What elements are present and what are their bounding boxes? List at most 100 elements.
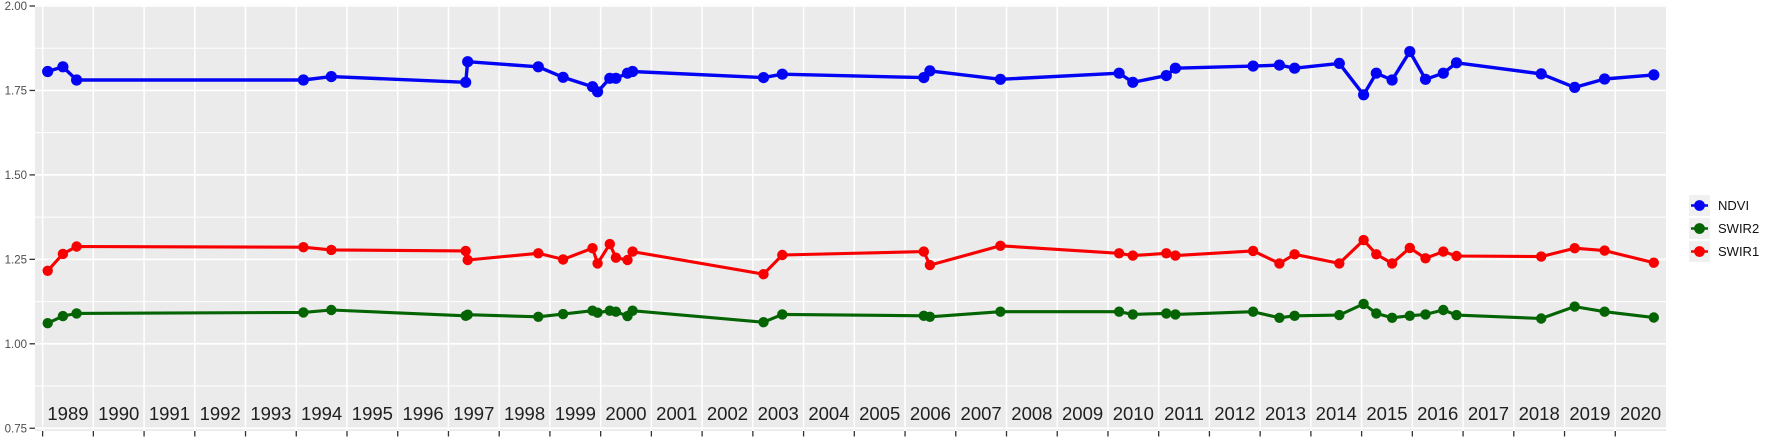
data-point bbox=[462, 56, 474, 68]
data-point bbox=[1358, 298, 1369, 310]
data-point bbox=[1247, 60, 1259, 72]
data-point bbox=[57, 61, 69, 73]
data-point bbox=[1569, 243, 1580, 254]
data-point bbox=[1404, 46, 1416, 58]
legend-key-swir2-icon bbox=[1689, 218, 1710, 239]
svg-text:2006: 2006 bbox=[910, 403, 951, 424]
svg-text:1990: 1990 bbox=[98, 403, 139, 424]
data-point bbox=[924, 259, 936, 271]
data-point bbox=[1569, 81, 1581, 93]
data-point bbox=[622, 254, 633, 266]
data-point bbox=[1161, 248, 1172, 259]
data-point bbox=[604, 238, 615, 250]
svg-text:2012: 2012 bbox=[1214, 403, 1255, 424]
data-point bbox=[1536, 251, 1547, 262]
data-point bbox=[460, 76, 472, 88]
data-point bbox=[592, 307, 603, 318]
data-point bbox=[533, 311, 544, 322]
svg-text:2008: 2008 bbox=[1011, 403, 1052, 424]
data-point bbox=[1170, 250, 1181, 261]
legend-label-ndvi: NDVI bbox=[1718, 198, 1750, 213]
data-point bbox=[587, 243, 598, 254]
data-point bbox=[1386, 74, 1398, 86]
data-point bbox=[1161, 308, 1172, 319]
data-point bbox=[462, 309, 473, 320]
data-point bbox=[325, 71, 337, 83]
data-point bbox=[1437, 67, 1449, 79]
svg-text:2020: 2020 bbox=[1620, 403, 1661, 424]
data-point bbox=[758, 317, 769, 328]
data-point bbox=[1404, 310, 1416, 321]
data-point bbox=[1274, 312, 1285, 323]
data-point bbox=[1273, 59, 1285, 71]
data-point bbox=[1113, 306, 1125, 317]
svg-text:2016: 2016 bbox=[1417, 403, 1458, 424]
data-point bbox=[557, 254, 569, 265]
swir2-series bbox=[42, 298, 1660, 329]
data-point bbox=[627, 246, 638, 257]
data-point bbox=[326, 244, 337, 256]
data-point bbox=[1419, 73, 1432, 85]
data-point bbox=[1247, 245, 1259, 257]
legend: NDVI SWIR2 SWIR1 bbox=[1689, 195, 1759, 262]
data-point bbox=[1599, 245, 1610, 256]
data-point bbox=[994, 73, 1007, 85]
legend-entry-swir2: SWIR2 bbox=[1689, 218, 1759, 239]
data-point bbox=[1113, 248, 1125, 259]
legend-key-swir1-icon bbox=[1689, 241, 1710, 262]
data-point bbox=[462, 254, 473, 266]
data-point bbox=[1289, 62, 1301, 74]
svg-text:1991: 1991 bbox=[149, 403, 190, 424]
svg-text:2000: 2000 bbox=[605, 403, 646, 424]
svg-text:1.00: 1.00 bbox=[5, 339, 27, 351]
ndvi-series bbox=[42, 46, 1660, 101]
svg-text:2011: 2011 bbox=[1164, 403, 1204, 424]
data-point bbox=[1536, 313, 1547, 324]
data-point bbox=[71, 241, 82, 252]
svg-text:2002: 2002 bbox=[707, 403, 748, 424]
data-point bbox=[1334, 258, 1345, 269]
data-point bbox=[1370, 67, 1382, 79]
data-point bbox=[758, 269, 769, 280]
y-axis-labels: 0.75 1.00 1.25 1.50 1.75 2.00 bbox=[5, 1, 27, 435]
data-point bbox=[1358, 89, 1370, 101]
data-point bbox=[557, 308, 569, 320]
data-point bbox=[1648, 312, 1660, 323]
data-point bbox=[1648, 257, 1660, 268]
data-point bbox=[1648, 69, 1660, 81]
data-point bbox=[627, 65, 639, 78]
svg-text:2010: 2010 bbox=[1113, 403, 1154, 424]
svg-text:2014: 2014 bbox=[1316, 403, 1357, 424]
legend-entry-ndvi: NDVI bbox=[1689, 195, 1759, 216]
data-point bbox=[71, 308, 82, 319]
data-point bbox=[298, 307, 309, 318]
data-point bbox=[1438, 304, 1449, 316]
svg-text:1998: 1998 bbox=[504, 403, 545, 424]
data-point bbox=[757, 72, 770, 84]
svg-text:1997: 1997 bbox=[453, 403, 494, 424]
svg-text:2001: 2001 bbox=[656, 403, 697, 424]
svg-text:1999: 1999 bbox=[555, 403, 596, 424]
data-point bbox=[1113, 67, 1125, 79]
data-point bbox=[995, 240, 1006, 251]
data-point bbox=[533, 248, 544, 259]
gridlines-horizontal-major bbox=[35, 5, 1666, 430]
legend-label-swir1: SWIR1 bbox=[1718, 244, 1760, 259]
svg-text:2007: 2007 bbox=[961, 403, 1002, 424]
svg-text:2017: 2017 bbox=[1468, 403, 1509, 424]
data-point bbox=[326, 304, 337, 316]
data-point bbox=[1334, 309, 1345, 321]
data-point bbox=[1386, 312, 1398, 323]
gridlines-vertical bbox=[41, 5, 1617, 431]
data-point bbox=[918, 246, 929, 257]
data-point bbox=[776, 68, 788, 80]
svg-text:1989: 1989 bbox=[47, 403, 88, 424]
svg-text:1992: 1992 bbox=[200, 403, 241, 424]
data-point bbox=[1289, 249, 1300, 260]
data-point bbox=[460, 245, 471, 257]
data-point bbox=[627, 305, 638, 316]
data-point bbox=[995, 306, 1006, 317]
data-point bbox=[1127, 309, 1139, 320]
